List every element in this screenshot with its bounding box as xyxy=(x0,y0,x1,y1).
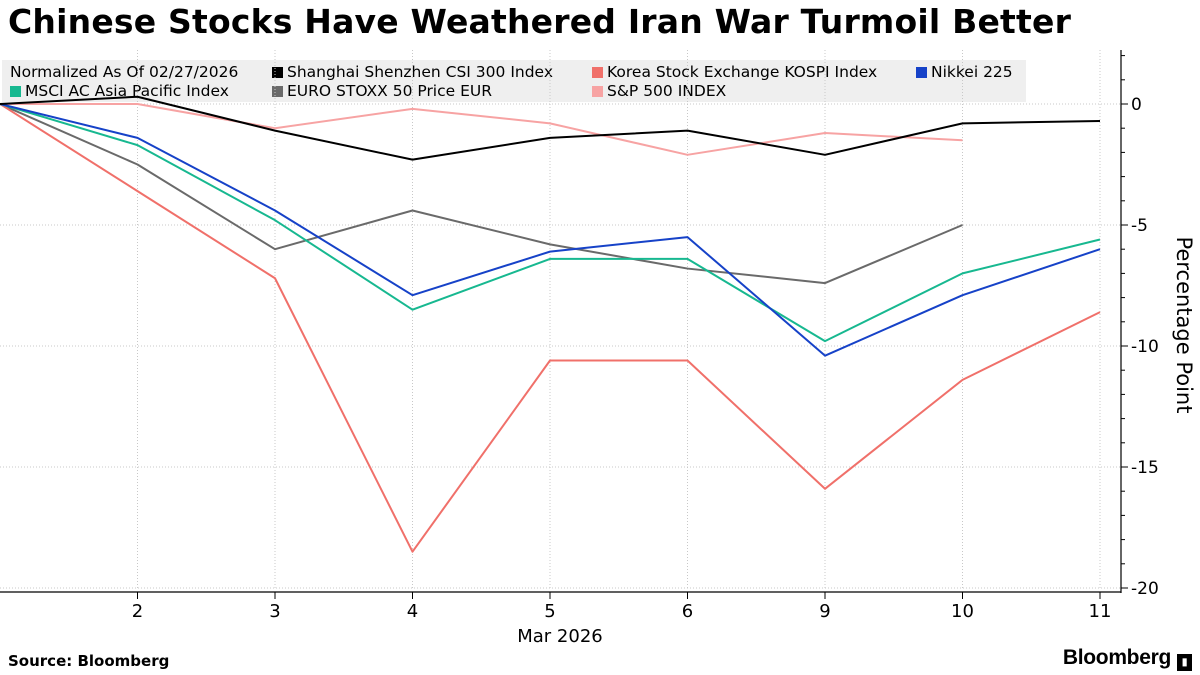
series-line xyxy=(0,103,1101,553)
legend-swatch-nikkei xyxy=(916,67,927,78)
y-tick-label: -10 xyxy=(1131,337,1159,357)
terminal-icon: ▮ xyxy=(1177,654,1192,671)
legend-swatch-msci xyxy=(10,86,21,97)
y-tick-label: -20 xyxy=(1131,579,1159,599)
series-line xyxy=(0,103,963,156)
series-line xyxy=(0,103,1101,343)
legend-item-kospi: Korea Stock Exchange KOSPI Index xyxy=(592,63,877,81)
legend-label-eurostoxx: EURO STOXX 50 Price EUR xyxy=(287,82,493,100)
legend-label-kospi: Korea Stock Exchange KOSPI Index xyxy=(607,63,878,81)
y-tick-label: -15 xyxy=(1131,458,1159,478)
legend-note: Normalized As Of 02/27/2026 xyxy=(10,63,239,81)
legend-swatch-csi300 xyxy=(272,67,283,78)
x-tick-label: 4 xyxy=(407,601,418,622)
legend-label-sp500: S&P 500 INDEX xyxy=(607,82,727,100)
legend: Normalized As Of 02/27/2026 Shanghai She… xyxy=(2,60,1026,102)
series-line xyxy=(0,95,1101,161)
series-line xyxy=(0,103,1101,357)
legend-item-csi300: Shanghai Shenzhen CSI 300 Index xyxy=(272,63,553,81)
legend-label-csi300: Shanghai Shenzhen CSI 300 Index xyxy=(287,63,553,81)
x-tick-label: 2 xyxy=(132,601,143,622)
series-line xyxy=(0,103,963,285)
legend-swatch-sp500 xyxy=(592,86,603,97)
x-tick-label: 10 xyxy=(951,601,974,622)
legend-swatch-kospi xyxy=(592,67,603,78)
legend-item-sp500: S&P 500 INDEX xyxy=(592,82,726,100)
x-axis-label: Mar 2026 xyxy=(517,626,603,647)
legend-swatch-eurostoxx xyxy=(272,86,283,97)
legend-item-msci: MSCI AC Asia Pacific Index xyxy=(10,82,229,100)
chart-title: Chinese Stocks Have Weathered Iran War T… xyxy=(8,2,1072,41)
source-note: Source: Bloomberg xyxy=(8,652,170,670)
legend-item-nikkei: Nikkei 225 xyxy=(916,63,1013,81)
x-tick-label: 9 xyxy=(819,601,830,622)
brand-name: Bloomberg xyxy=(1062,646,1171,669)
x-tick-label: 5 xyxy=(544,601,555,622)
brand-logo: Bloomberg ▮ xyxy=(1063,646,1192,671)
x-tick-label: 3 xyxy=(269,601,280,622)
legend-label-msci: MSCI AC Asia Pacific Index xyxy=(25,82,229,100)
x-tick-label: 6 xyxy=(682,601,693,622)
y-tick-label: 0 xyxy=(1131,95,1142,115)
y-axis-label: Percentage Point xyxy=(1172,236,1196,414)
y-tick-label: -5 xyxy=(1131,216,1148,236)
legend-item-eurostoxx: EURO STOXX 50 Price EUR xyxy=(272,82,492,100)
x-tick-label: 11 xyxy=(1089,601,1112,622)
legend-label-nikkei: Nikkei 225 xyxy=(931,63,1013,81)
